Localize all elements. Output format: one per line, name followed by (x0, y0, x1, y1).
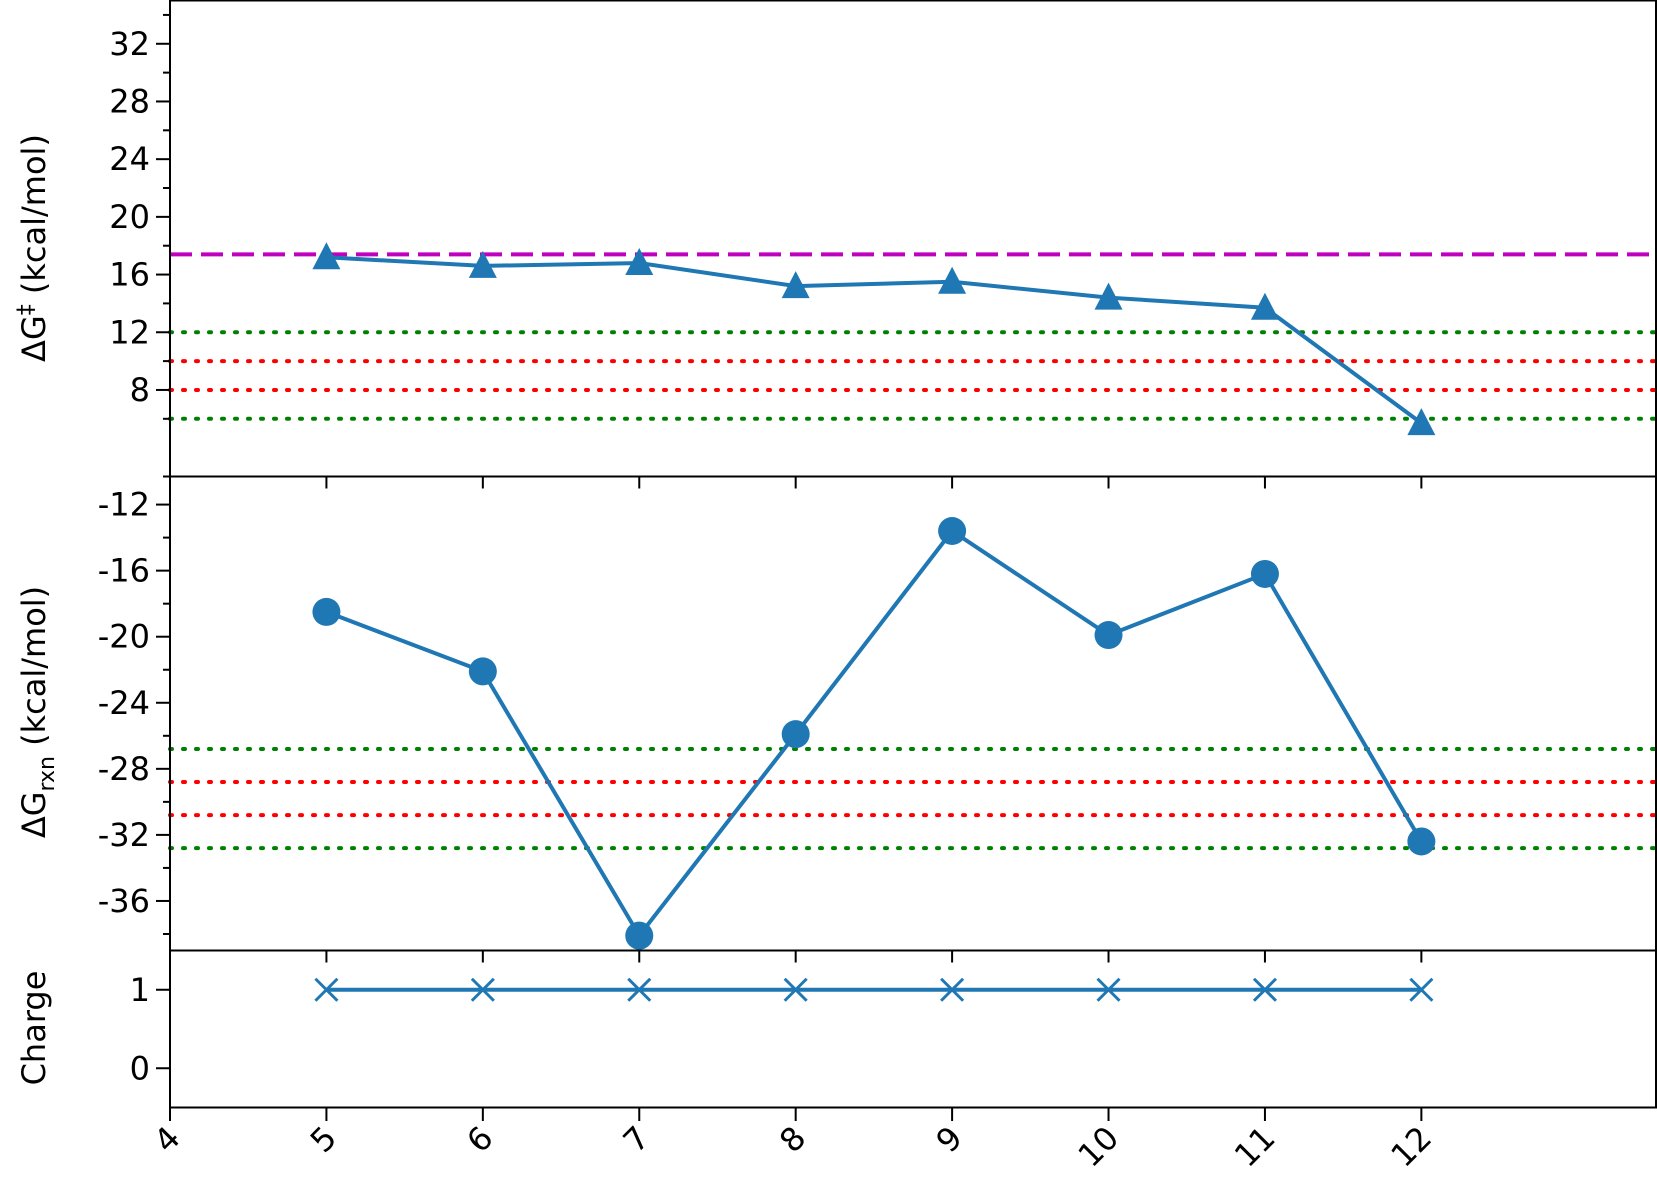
data-point (1096, 977, 1121, 1002)
data-point (1094, 621, 1123, 650)
data-point (1250, 292, 1279, 320)
data-point (940, 977, 965, 1002)
data-point (938, 517, 967, 546)
y-tick-label: 32 (109, 25, 150, 63)
y-tick-label: -12 (98, 486, 150, 524)
data-point (1094, 282, 1123, 310)
series-line (325, 528, 1424, 940)
ylabel-reaction-unit: (kcal/mol) (15, 586, 53, 756)
data-point (468, 250, 497, 278)
y-tick-label: 0 (130, 1049, 150, 1087)
data-point (470, 977, 495, 1002)
ylabel-reaction: ΔGrxn (kcal/mol) (15, 586, 60, 838)
data-point (1409, 977, 1434, 1002)
ylabel-barrier: ΔG‡ (kcal/mol) (14, 134, 53, 362)
data-point (1407, 827, 1436, 856)
data-point (627, 977, 652, 1002)
ylabel-barrier-sup: ‡ (14, 304, 39, 315)
data-point (625, 921, 654, 950)
y-tick-label: -36 (98, 882, 150, 920)
y-tick-label: 16 (109, 256, 150, 294)
y-tick-label: 1 (130, 971, 150, 1009)
data-point (781, 720, 810, 749)
panel-charge: 1 0 Charge (15, 971, 1434, 1087)
ylabel-barrier-main: ΔG (15, 315, 53, 362)
series-line (326, 255, 1423, 425)
y-tick-label: 8 (130, 371, 150, 409)
y-tick-label: -28 (98, 750, 150, 788)
frame-charge (169, 949, 1657, 1109)
panel-barrier: 8 12 16 20 24 28 32 ΔG‡ (kcal/mol) (14, 13, 1657, 478)
data-point (781, 271, 810, 299)
data-point (314, 977, 339, 1002)
data-point (783, 977, 808, 1002)
data-point (1252, 977, 1278, 1002)
data-point (312, 597, 341, 626)
ylabel-reaction-main: ΔG (15, 791, 53, 838)
ylabel-reaction-sub: rxn (35, 756, 60, 791)
y-tick-label: -24 (98, 684, 150, 722)
data-point (312, 242, 341, 270)
y-tick-label: 12 (109, 313, 150, 351)
y-tick-label: -16 (98, 552, 150, 590)
ylabel-charge: Charge (15, 971, 53, 1086)
data-point (938, 266, 967, 294)
y-tick-label: -32 (98, 816, 150, 854)
y-tick-label: 20 (109, 198, 150, 236)
y-tick-label: -20 (98, 618, 150, 656)
y-tick-label: 24 (109, 140, 150, 178)
data-point (468, 657, 497, 686)
panel-reaction: -12 -16 -20 -24 -28 -32 -36 ΔGrxn (kcal/mol) (15, 486, 1657, 950)
ylabel-barrier-unit: (kcal/mol) (15, 134, 53, 304)
y-tick-label: 28 (109, 82, 150, 120)
data-point (1250, 559, 1279, 588)
data-point (1407, 408, 1436, 436)
data-point (625, 248, 654, 276)
